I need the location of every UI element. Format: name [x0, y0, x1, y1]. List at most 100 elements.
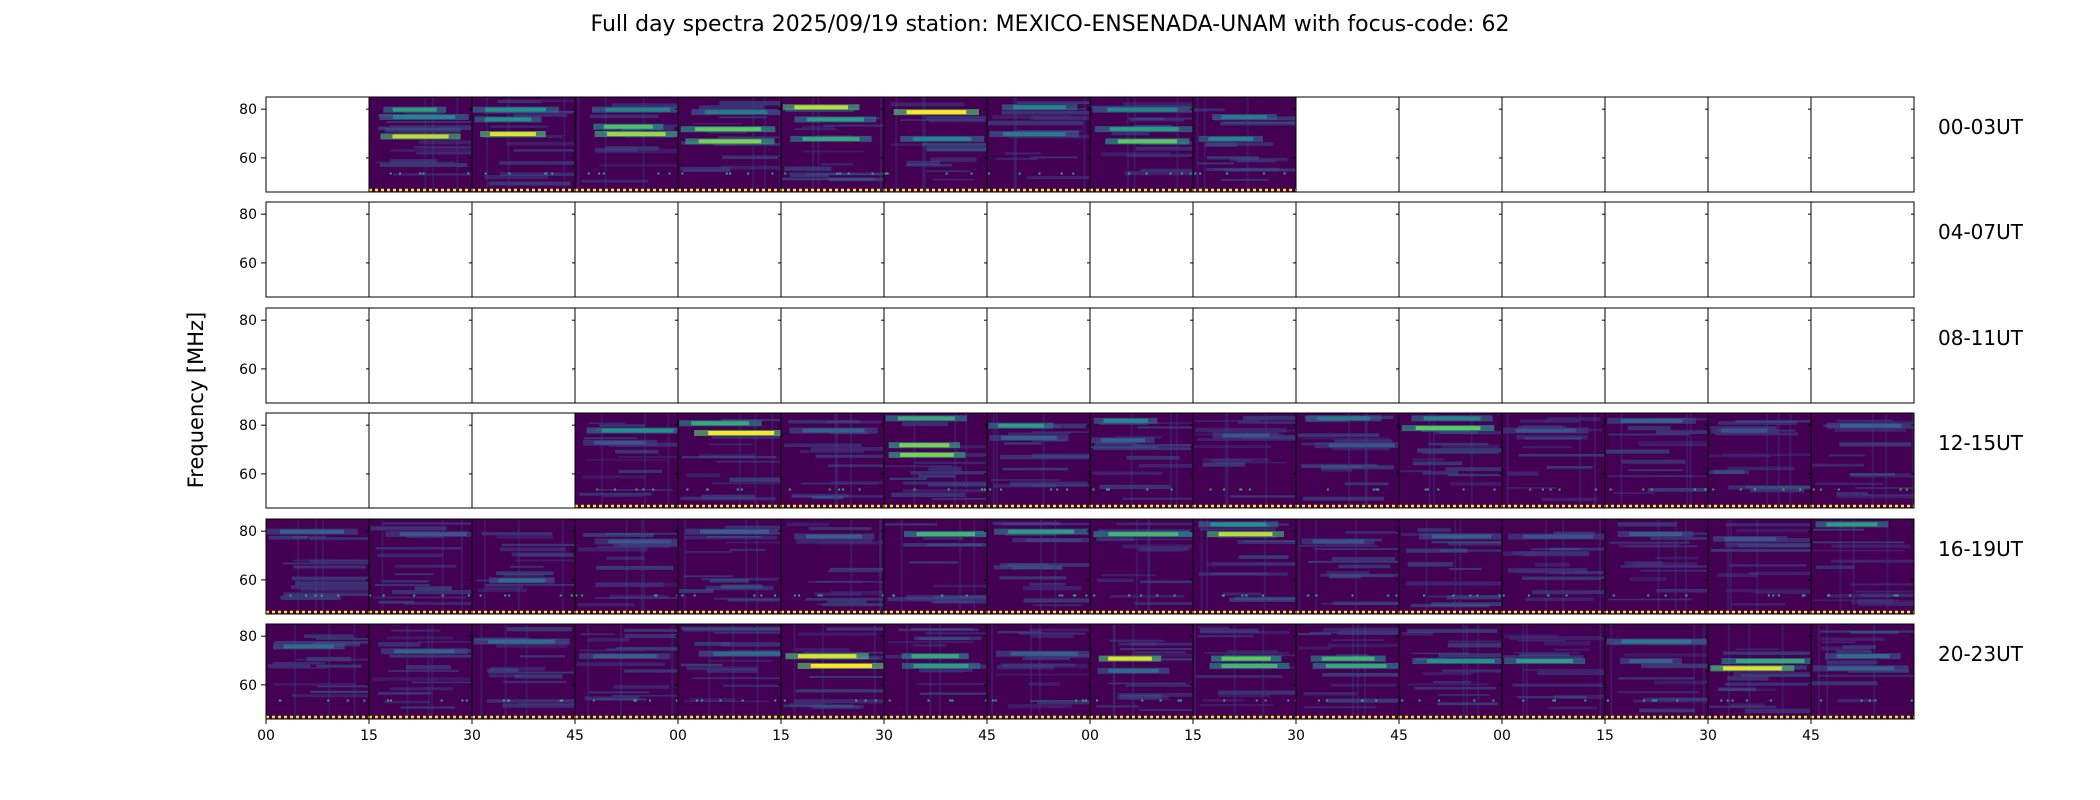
spectrum-texture — [996, 665, 1054, 670]
spectrum-dot — [1085, 699, 1088, 702]
spectrum-dot — [614, 488, 617, 491]
spectrum-texture — [625, 519, 628, 614]
cell-frame — [574, 307, 679, 404]
spectrum-texture — [754, 413, 757, 508]
spectrum-band — [1108, 668, 1159, 673]
spectrum-dot — [874, 699, 877, 702]
spectrum-band — [1108, 532, 1179, 537]
spectrum-texture — [812, 496, 844, 500]
spectrum-texture — [374, 584, 431, 587]
spectrum-cell — [883, 201, 988, 298]
cell-frame — [780, 201, 885, 298]
spectrum-texture — [414, 586, 452, 591]
spectrum-texture — [999, 576, 1067, 580]
spectrum-dot — [1422, 594, 1425, 597]
spectrum-texture — [884, 465, 953, 468]
spectrum-dot — [461, 699, 464, 702]
spectrum-dot — [1731, 699, 1734, 702]
spectrum-texture — [771, 413, 774, 508]
spectrum-texture — [1126, 455, 1180, 460]
spectrum-texture — [1034, 424, 1086, 429]
spectrum-texture — [1202, 462, 1246, 467]
spectrum-texture — [910, 471, 987, 475]
spectrum-dot — [1849, 594, 1852, 597]
spectrum-texture — [933, 584, 987, 588]
spectrum-cell — [677, 201, 782, 298]
cell-frame — [1810, 518, 1915, 615]
spectrum-texture — [1609, 541, 1690, 544]
spectrum-dot — [544, 172, 547, 175]
spectrum-texture — [513, 113, 568, 117]
spectrum-texture — [925, 632, 987, 635]
spectrum-texture — [1002, 522, 1090, 526]
spectrum-texture — [1136, 146, 1193, 151]
spectrum-texture — [1197, 438, 1296, 441]
spectrum-cell — [780, 412, 885, 509]
spectrum-texture — [1827, 594, 1893, 598]
spectrum-texture — [1855, 590, 1914, 593]
spectrum-texture — [1322, 673, 1399, 677]
spectrum-dot — [1145, 172, 1148, 175]
spectrum-texture — [461, 519, 464, 614]
spectrum-texture — [873, 624, 876, 719]
spectrum-texture — [729, 477, 781, 482]
spectrum-dot — [941, 594, 944, 597]
spectrum-dot — [1315, 594, 1318, 597]
spectrum-texture — [709, 659, 773, 662]
spectrum-texture — [1193, 108, 1225, 112]
spectrum-texture — [1753, 591, 1811, 594]
spectrum-dot — [855, 699, 858, 702]
spectrum-texture — [890, 102, 965, 107]
spectrum-texture — [1320, 465, 1394, 470]
spectrum-dot — [1803, 594, 1806, 597]
spectrum-texture — [1217, 695, 1271, 697]
spectrum-texture — [1655, 430, 1708, 435]
spectrum-texture — [1320, 573, 1399, 577]
spectrum-texture — [849, 413, 852, 508]
cell-frame — [1707, 96, 1812, 193]
spectrum-band — [998, 423, 1044, 428]
row-label: 20-23UT — [1938, 642, 2024, 666]
spectrum-dot — [508, 699, 511, 702]
spectrum-texture — [1450, 482, 1502, 486]
spectrum-texture — [1448, 640, 1501, 643]
spectrum-cell — [265, 412, 370, 509]
spectrum-texture — [1537, 670, 1605, 676]
spectrum-texture — [1237, 539, 1296, 545]
spectrum-texture — [1748, 571, 1811, 575]
spectrum-dot — [467, 594, 470, 597]
spectrum-texture — [995, 157, 1038, 160]
spectrum-texture — [511, 552, 572, 557]
spectrum-dot — [841, 488, 844, 491]
spectrum-texture — [576, 662, 666, 666]
spectrum-band — [806, 534, 863, 539]
spectrum-texture — [1812, 463, 1865, 467]
spectrum-dot — [675, 699, 678, 702]
spectrum-texture — [1657, 519, 1660, 614]
spectrum-texture — [1206, 142, 1274, 146]
spectrum-texture — [600, 413, 603, 508]
spectrum-texture — [1431, 602, 1502, 607]
spectrum-texture — [1513, 651, 1580, 654]
spectrum-dot — [413, 594, 416, 597]
spectrum-texture — [1303, 706, 1377, 709]
spectrum-texture — [1442, 669, 1502, 673]
spectrum-cell — [574, 518, 679, 615]
spectrum-texture — [519, 655, 566, 658]
spectrum-texture — [1221, 178, 1269, 181]
spectrum-texture — [786, 522, 829, 527]
spectrum-texture — [692, 677, 781, 680]
spectrum-texture — [501, 543, 575, 546]
spectrum-texture — [1133, 651, 1186, 654]
spectrum-texture — [720, 165, 781, 170]
spectrum-texture — [1638, 440, 1708, 445]
spectrum-texture — [1027, 176, 1090, 179]
spectrum-dot — [858, 488, 861, 491]
spectrum-texture — [274, 640, 369, 644]
spectrum-texture — [1131, 422, 1193, 424]
spectrum-texture — [577, 547, 648, 552]
spectrum-texture — [1548, 571, 1604, 575]
spectrum-texture — [1202, 458, 1269, 462]
spectrum-texture — [830, 480, 884, 485]
spectrum-texture — [1176, 97, 1179, 192]
